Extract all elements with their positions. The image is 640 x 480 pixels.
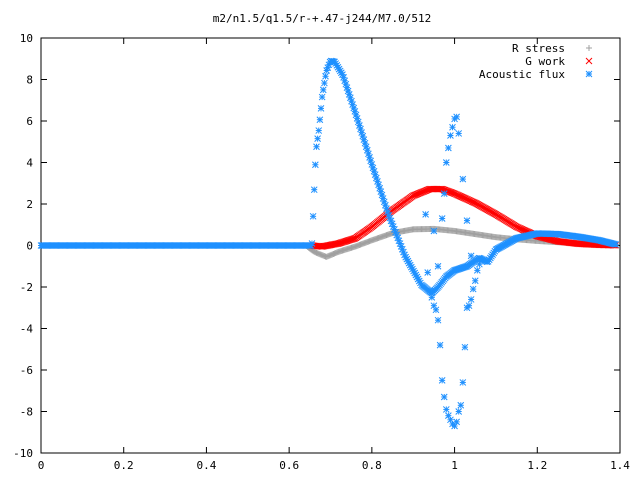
y-tick-label: 0 — [26, 240, 33, 253]
data-point — [440, 393, 448, 401]
legend-label: Acoustic flux — [479, 68, 565, 81]
data-point — [312, 161, 319, 169]
data-point — [476, 260, 483, 268]
data-point — [358, 129, 366, 136]
data-point — [463, 217, 471, 224]
x-tick-label: 1 — [451, 459, 458, 472]
axes-and-ticks: 0 0.2 0.4 0.6 0.8 1 1.2 1.4 10 8 6 4 2 0 -2 -4 -6 -8 -10 — [13, 32, 630, 472]
data-point — [440, 190, 448, 197]
x-tick-label: 0 — [38, 459, 45, 472]
y-tick-label: -6 — [20, 364, 33, 377]
data-point — [459, 379, 467, 386]
data-point — [457, 401, 465, 409]
data-point — [442, 406, 450, 413]
data-point — [461, 343, 469, 351]
legend-label: G work — [525, 55, 565, 68]
data-point — [322, 72, 329, 80]
data-point — [453, 113, 460, 121]
data-point — [442, 159, 450, 166]
data-point — [424, 269, 432, 276]
x-tick-label: 1.2 — [527, 459, 547, 472]
data-point — [317, 105, 325, 112]
chart-title: m2/n1.5/q1.5/r-+.47-j244/M7.0/512 — [213, 12, 432, 25]
y-tick-label: -10 — [13, 447, 33, 460]
data-point — [445, 144, 452, 152]
data-point — [459, 175, 467, 183]
data-point — [432, 306, 440, 314]
data-point — [430, 227, 438, 235]
y-tick-label: -4 — [20, 323, 34, 336]
data-point — [471, 277, 479, 285]
data-point — [434, 262, 442, 270]
data-point — [455, 130, 463, 137]
data-point — [319, 86, 327, 94]
data-point — [434, 316, 442, 324]
data-point — [453, 418, 460, 426]
plot-area — [37, 57, 620, 430]
data-point — [367, 157, 375, 165]
legend-marker — [585, 70, 593, 78]
data-point — [313, 143, 320, 151]
data-point — [428, 294, 436, 301]
x-tick-label: 1.4 — [610, 459, 630, 472]
data-point — [612, 241, 620, 248]
legend-marker — [585, 57, 593, 65]
data-point — [449, 123, 456, 131]
data-point — [467, 252, 475, 260]
data-point — [315, 127, 323, 134]
data-point — [318, 93, 326, 101]
data-point — [308, 240, 316, 247]
data-point — [469, 285, 477, 293]
series-2 — [37, 57, 620, 430]
legend-label: R stress — [512, 42, 565, 55]
y-tick-label: 4 — [26, 157, 33, 170]
x-tick-label: 0.6 — [279, 459, 299, 472]
data-point — [465, 302, 473, 310]
data-point — [379, 195, 387, 202]
data-point — [449, 189, 457, 197]
y-tick-label: 2 — [26, 198, 33, 211]
data-point — [455, 408, 463, 415]
data-point — [436, 341, 444, 349]
data-point — [473, 267, 481, 274]
y-tick-label: 6 — [26, 115, 33, 128]
x-tick-label: 0.2 — [114, 459, 134, 472]
series-1 — [308, 185, 619, 250]
data-point — [350, 235, 358, 243]
data-point — [310, 186, 318, 194]
x-tick-label: 0.4 — [196, 459, 216, 472]
y-tick-label: 8 — [26, 74, 33, 87]
data-point — [438, 377, 446, 384]
data-point — [447, 132, 454, 139]
y-tick-label: -2 — [20, 281, 33, 294]
y-tick-label: 10 — [20, 32, 33, 45]
data-point — [422, 211, 429, 218]
data-point — [321, 79, 328, 87]
data-point — [316, 116, 324, 124]
y-tick-label: -8 — [20, 406, 33, 419]
data-point — [426, 287, 434, 295]
legend-marker — [586, 45, 592, 51]
data-point — [467, 296, 475, 303]
data-point — [438, 215, 446, 222]
data-point — [314, 135, 321, 142]
x-tick-label: 0.8 — [362, 459, 382, 472]
data-point — [309, 212, 317, 220]
